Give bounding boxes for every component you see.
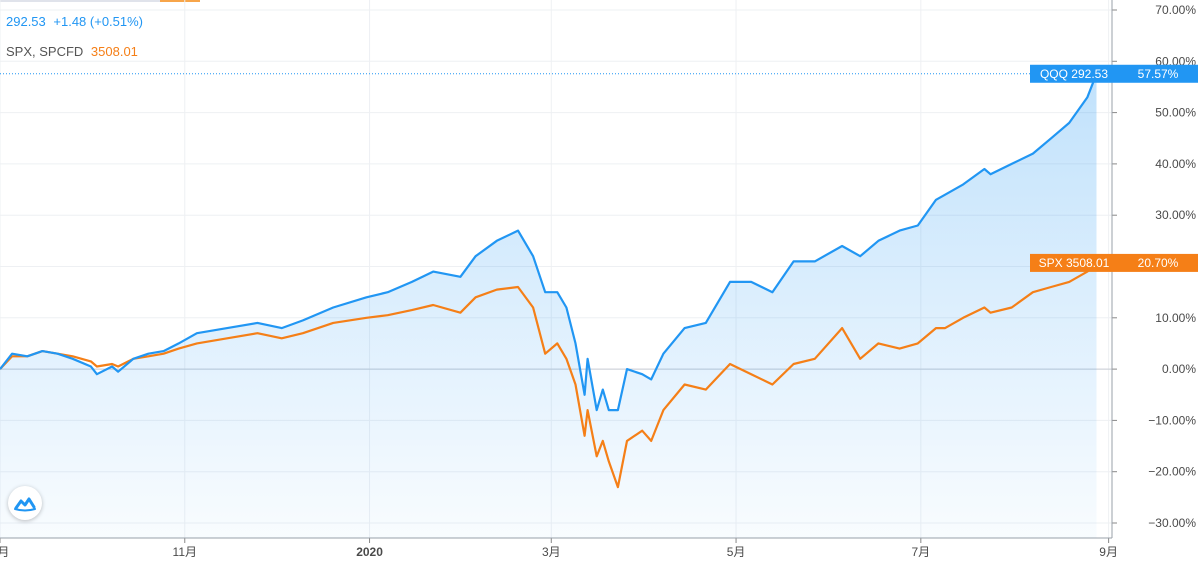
toolbar-tab-indicator bbox=[0, 0, 200, 2]
y-tick-label: 10.00% bbox=[1155, 311, 1196, 325]
spx-pct-tag-text: 20.70% bbox=[1138, 256, 1179, 270]
qqq-series-line bbox=[0, 73, 1098, 412]
x-tick-label: 5月 bbox=[727, 545, 746, 559]
compare-name: SPX, SPCFD bbox=[6, 44, 84, 59]
x-tick-label: 3月 bbox=[542, 545, 561, 559]
spx-name-tag bbox=[1030, 253, 1118, 272]
qqq-pct-tag bbox=[1118, 64, 1198, 83]
spx-pct-tag bbox=[1118, 253, 1198, 272]
y-tick-label: 40.00% bbox=[1155, 157, 1196, 171]
y-tick-label: −10.00% bbox=[1148, 413, 1196, 427]
qqq-name-tag bbox=[1030, 64, 1118, 83]
tradingview-cloud-icon bbox=[14, 497, 36, 512]
y-tick-label: 0.00% bbox=[1162, 362, 1196, 376]
y-tick-label: 30.00% bbox=[1155, 208, 1196, 222]
spx-series-line bbox=[0, 262, 1098, 489]
y-tick-label: −20.00% bbox=[1148, 465, 1196, 479]
x-tick-label: 11月 bbox=[173, 545, 197, 559]
x-tick-label: 2020 bbox=[356, 545, 383, 559]
x-tick-label: 9月 bbox=[0, 545, 9, 559]
qqq-pct-tag-text: 57.57% bbox=[1138, 67, 1179, 81]
x-tick-label: 7月 bbox=[911, 545, 930, 559]
y-tick-label: −30.00% bbox=[1148, 516, 1196, 530]
y-tick-label: 70.00% bbox=[1155, 3, 1196, 17]
x-tick-label: 9月 bbox=[1099, 545, 1118, 559]
main-symbol-legend[interactable]: 292.53 +1.48 (+0.51%) bbox=[6, 14, 147, 29]
main-change: +1.48 (+0.51%) bbox=[53, 14, 144, 29]
spx-name-tag-text: SPX 3508.01 bbox=[1039, 256, 1110, 270]
tradingview-logo[interactable] bbox=[8, 486, 42, 520]
compare-value: 3508.01 bbox=[90, 44, 138, 59]
main-price: 292.53 bbox=[6, 14, 46, 29]
qqq-name-tag-text: QQQ 292.53 bbox=[1040, 67, 1108, 81]
compare-symbol-legend[interactable]: SPX, SPCFD 3508.01 bbox=[6, 44, 142, 59]
y-tick-label: 50.00% bbox=[1155, 106, 1196, 120]
qqq-area-fill bbox=[0, 73, 1097, 539]
